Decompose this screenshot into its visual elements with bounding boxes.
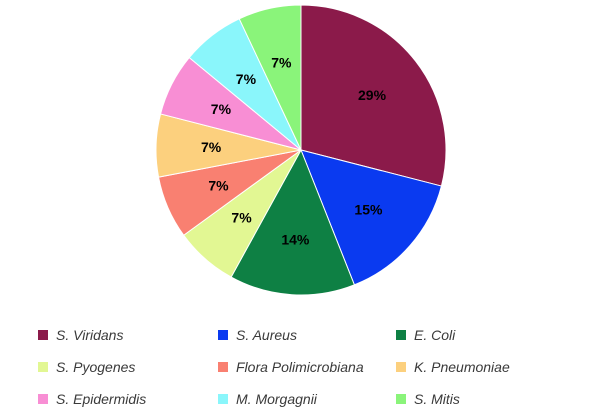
legend-swatch-2 bbox=[396, 330, 406, 340]
legend-item-1: S. Aureus bbox=[218, 324, 297, 346]
legend-swatch-6 bbox=[38, 394, 48, 404]
legend-swatch-4 bbox=[218, 362, 228, 372]
legend-item-6: S. Epidermidis bbox=[38, 388, 146, 410]
slice-data-label-0: 29% bbox=[358, 87, 387, 103]
legend-label-4: Flora Polimicrobiana bbox=[236, 359, 364, 375]
pie-plot-area: 29%15%14%7%7%7%7%7%7% bbox=[155, 4, 447, 296]
legend-swatch-1 bbox=[218, 330, 228, 340]
legend-item-3: S. Pyogenes bbox=[38, 356, 135, 378]
slice-data-label-4: 7% bbox=[208, 178, 229, 194]
legend-item-2: E. Coli bbox=[396, 324, 455, 346]
slice-data-label-3: 7% bbox=[231, 209, 252, 225]
legend-item-4: Flora Polimicrobiana bbox=[218, 356, 364, 378]
legend-label-8: S. Mitis bbox=[414, 391, 460, 407]
pie-slice-0 bbox=[300, 4, 447, 187]
legend-label-2: E. Coli bbox=[414, 327, 456, 343]
slice-data-label-7: 7% bbox=[236, 71, 257, 87]
legend-label-6: S. Epidermidis bbox=[56, 391, 147, 407]
legend-label-7: M. Morgagnii bbox=[236, 391, 317, 407]
legend-swatch-0 bbox=[38, 330, 48, 340]
legend-item-7: M. Morgagnii bbox=[218, 388, 317, 410]
legend-label-1: S. Aureus bbox=[236, 327, 297, 343]
slice-data-label-5: 7% bbox=[201, 139, 222, 155]
legend-swatch-3 bbox=[38, 362, 48, 372]
legend-label-0: S. Viridans bbox=[56, 327, 124, 343]
legend-swatch-8 bbox=[396, 394, 406, 404]
slice-data-label-6: 7% bbox=[211, 101, 232, 117]
legend-item-0: S. Viridans bbox=[38, 324, 123, 346]
legend-label-3: S. Pyogenes bbox=[56, 359, 136, 375]
legend: S. Viridans S. Aureus E. Coli S. Pyogenes Fl… bbox=[38, 324, 583, 414]
slice-data-label-1: 15% bbox=[354, 201, 383, 217]
slice-data-label-8: 7% bbox=[271, 54, 292, 70]
pie-slice-1 bbox=[300, 149, 443, 286]
slice-data-label-2: 14% bbox=[281, 232, 310, 248]
pie-slice-2 bbox=[230, 148, 356, 296]
legend-swatch-7 bbox=[218, 394, 228, 404]
legend-item-5: K. Pneumoniae bbox=[396, 356, 510, 378]
legend-item-8: S. Mitis bbox=[396, 388, 460, 410]
legend-swatch-5 bbox=[396, 362, 406, 372]
legend-label-5: K. Pneumoniae bbox=[414, 359, 510, 375]
pie-slice-8 bbox=[238, 4, 302, 151]
